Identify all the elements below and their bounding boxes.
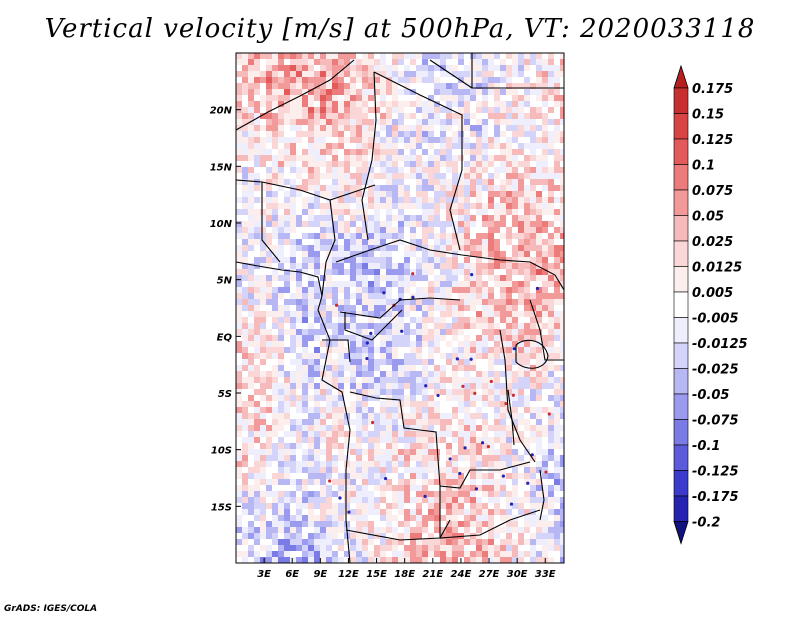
colorbar-min-arrow bbox=[673, 521, 689, 545]
x-tick-label: 3E bbox=[257, 569, 271, 580]
y-tick-label: 15N bbox=[210, 162, 233, 173]
border-nigeria bbox=[261, 182, 281, 263]
colorbar-segment bbox=[673, 495, 689, 522]
colorbar-label: -0.075 bbox=[692, 414, 739, 429]
border-angola-zambia bbox=[419, 429, 531, 489]
y-tick-label: 5S bbox=[218, 389, 232, 400]
colorbar-label: -0.0125 bbox=[692, 337, 748, 352]
colorbar-label: 0.0125 bbox=[692, 261, 742, 276]
lake-malawi bbox=[539, 469, 545, 521]
lake-victoria bbox=[515, 339, 549, 369]
border-car-north bbox=[335, 239, 463, 263]
x-tick-label: 27E bbox=[479, 569, 500, 580]
colorbar-segment bbox=[673, 342, 689, 369]
border-car-south bbox=[339, 297, 461, 319]
y-tick-label: 10N bbox=[210, 219, 233, 230]
border-gabon bbox=[322, 339, 351, 363]
border-zambia-south bbox=[439, 486, 541, 539]
border-drc-east bbox=[499, 329, 536, 463]
border-sahara-north bbox=[236, 59, 355, 131]
colorbar-label: 0.075 bbox=[692, 184, 733, 199]
colorbar-segment bbox=[673, 291, 689, 318]
border-drc-west bbox=[349, 391, 421, 431]
colorbar-segment bbox=[673, 138, 689, 165]
colorbar-label: -0.05 bbox=[692, 388, 729, 403]
x-tick-label: 6E bbox=[285, 569, 299, 580]
colorbar-label: -0.2 bbox=[692, 516, 720, 531]
colorbar-label: 0.05 bbox=[692, 210, 724, 225]
colorbar-label: -0.005 bbox=[692, 312, 739, 327]
colorbar-segment bbox=[673, 470, 689, 497]
vertical-velocity-field bbox=[236, 53, 564, 563]
map-axes: 3E 6E 9E 12E 15E 18E 21E 24E 27E 30E 33E 20N 15N 10N 5… bbox=[210, 106, 556, 580]
x-tick-label: 9E bbox=[313, 569, 327, 580]
colorbar-segment bbox=[673, 317, 689, 344]
border-congo bbox=[344, 309, 403, 341]
map-frame bbox=[235, 52, 565, 564]
colorbar-segment bbox=[673, 393, 689, 420]
x-tick-label: 15E bbox=[366, 569, 387, 580]
border-namibia bbox=[345, 519, 451, 541]
colorbar-label: 0.025 bbox=[692, 235, 733, 250]
border-niger-chad bbox=[361, 71, 377, 241]
x-tick-label: 18E bbox=[394, 569, 415, 580]
colorbar-label: 0.15 bbox=[692, 108, 724, 123]
y-tick-label: 20N bbox=[210, 106, 233, 117]
colorbar-label: 0.1 bbox=[692, 159, 715, 174]
lake-tanganyika bbox=[507, 389, 515, 446]
colorbar-segment bbox=[673, 87, 689, 114]
colorbar-label: 0.005 bbox=[692, 286, 733, 301]
x-tick-label: 21E bbox=[422, 569, 443, 580]
colorbar-segment bbox=[673, 240, 689, 267]
colorbar-segment bbox=[673, 368, 689, 395]
colorbar-segment bbox=[673, 419, 689, 446]
coastline bbox=[236, 261, 351, 563]
border-libya bbox=[429, 59, 473, 89]
border-chad-sudan bbox=[373, 71, 463, 251]
grads-credit: GrADS: IGES/COLA bbox=[4, 604, 98, 614]
chart-title: Vertical velocity [m/s] at 500hPa, VT: 2… bbox=[44, 14, 756, 44]
colorbar-segment bbox=[673, 113, 689, 140]
y-tick-label: EQ bbox=[217, 332, 233, 343]
x-tick-label: 33E bbox=[535, 569, 556, 580]
colorbar: 0.175 0.15 0.125 0.1 0.075 0.05 0.025 0.0125 0.0… bbox=[673, 64, 748, 545]
colorbar-label: -0.125 bbox=[692, 465, 739, 480]
country-borders bbox=[236, 53, 564, 563]
y-tick-label: 5N bbox=[217, 276, 233, 287]
colorbar-segment bbox=[673, 189, 689, 216]
colorbar-label: 0.175 bbox=[692, 82, 733, 97]
y-tick-label: 10S bbox=[211, 446, 232, 457]
colorbar-label: -0.025 bbox=[692, 363, 739, 378]
colorbar-max-arrow bbox=[673, 64, 689, 89]
colorbar-segment bbox=[673, 164, 689, 191]
colorbar-label: -0.1 bbox=[692, 439, 720, 454]
border-nigeria-cameroon bbox=[321, 199, 336, 297]
x-tick-label: 24E bbox=[451, 569, 472, 580]
border-sudan-south bbox=[461, 254, 564, 291]
colorbar-label: -0.175 bbox=[692, 490, 739, 505]
border-west-africa bbox=[236, 179, 376, 201]
x-tick-label: 30E bbox=[507, 569, 528, 580]
x-tick-label: 12E bbox=[338, 569, 359, 580]
colorbar-segment bbox=[673, 266, 689, 293]
colorbar-segment bbox=[673, 215, 689, 242]
colorbar-label: 0.125 bbox=[692, 133, 733, 148]
colorbar-segment bbox=[673, 444, 689, 471]
y-tick-label: 15S bbox=[211, 502, 232, 513]
